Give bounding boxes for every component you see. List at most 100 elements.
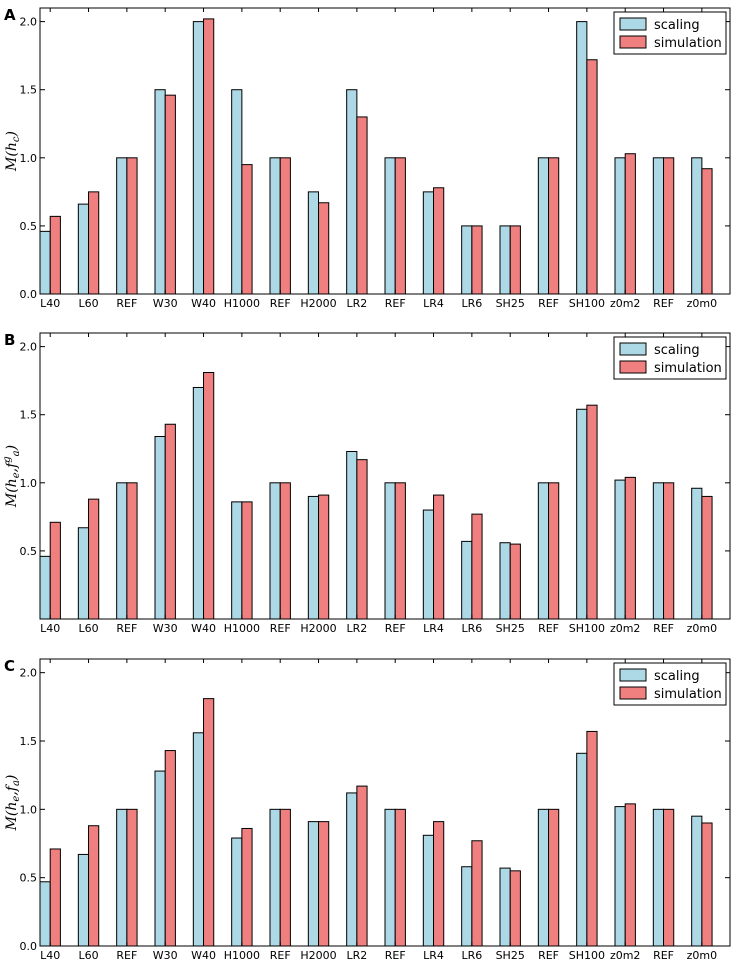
x-tick-label: H2000: [300, 297, 336, 310]
bar-simulation-5: [241, 164, 253, 295]
bar-simulation-17: [701, 495, 713, 620]
x-tick-label: REF: [538, 949, 559, 961]
bar-simulation-2: [126, 157, 138, 295]
x-tick-label: SH100: [569, 622, 605, 635]
x-tick-label: L40: [40, 622, 60, 635]
y-tick-label: 1.5: [20, 409, 38, 422]
bar-scaling-9: [384, 482, 396, 620]
x-tick-label: LR4: [423, 297, 444, 310]
bar-scaling-6: [269, 482, 281, 620]
bar-simulation-17: [701, 822, 713, 947]
bar-simulation-4: [203, 18, 215, 295]
bar-scaling-15: [614, 806, 626, 947]
bar-simulation-0: [49, 215, 61, 295]
bar-simulation-2: [126, 808, 138, 947]
x-tick-label: z0m2: [610, 949, 641, 961]
y-tick-label: 1.0: [20, 803, 38, 816]
x-tick-label: REF: [653, 949, 674, 961]
x-tick-label: LR2: [346, 622, 367, 635]
legend-swatch-simulation: [619, 686, 647, 700]
bar-simulation-0: [49, 848, 61, 947]
legend-label-scaling: scaling: [654, 343, 700, 358]
legend-swatch-simulation: [619, 35, 647, 49]
x-tick-label: H1000: [224, 949, 260, 961]
bar-simulation-16: [663, 482, 675, 620]
bar-scaling-13: [537, 482, 550, 620]
bar-scaling-1: [77, 203, 90, 295]
x-tick-label: REF: [385, 622, 406, 635]
bar-simulation-4: [203, 698, 215, 947]
bar-simulation-14: [586, 404, 598, 620]
bar-simulation-11: [471, 225, 483, 295]
x-tick-label: H1000: [224, 622, 260, 635]
bar-scaling-12: [499, 867, 511, 947]
bar-simulation-12: [509, 225, 521, 295]
plot-frame: [39, 332, 731, 620]
bar-scaling-10: [422, 509, 435, 620]
bar-simulation-13: [548, 157, 560, 295]
x-tick-label: H1000: [224, 297, 260, 310]
bar-scaling-15: [614, 479, 626, 620]
bar-simulation-9: [394, 808, 406, 947]
bar-simulation-3: [164, 750, 176, 947]
y-tick-label: 1.0: [20, 152, 38, 165]
bar-scaling-5: [231, 837, 243, 947]
bar-scaling-4: [192, 21, 205, 295]
x-tick-label: SH25: [496, 622, 525, 635]
x-tick-label: W30: [153, 622, 178, 635]
x-tick-label: LR6: [461, 949, 482, 961]
legend-swatch-simulation: [619, 360, 647, 374]
bar-scaling-2: [116, 808, 128, 947]
bar-simulation-15: [624, 803, 636, 947]
panel-C: L40 L60 REF W30 W40 H1000 REF H2000 LR2 REF LR4 LR6…: [4, 657, 731, 961]
bar-simulation-16: [663, 808, 675, 947]
bar-simulation-7: [318, 821, 330, 947]
bar-simulation-14: [586, 59, 598, 295]
y-axis-label: M(he,fa): [4, 775, 22, 832]
bar-scaling-6: [269, 808, 281, 947]
bar-scaling-8: [346, 89, 358, 295]
bar-scaling-11: [461, 225, 473, 295]
x-tick-label: LR6: [461, 622, 482, 635]
bar-scaling-17: [691, 157, 703, 295]
bar-scaling-2: [116, 482, 128, 620]
x-tick-label: SH100: [569, 297, 605, 310]
legend-swatch-scaling: [619, 668, 647, 682]
panel-label: A: [4, 6, 16, 24]
x-tick-label: W40: [191, 297, 216, 310]
bar-simulation-9: [394, 157, 406, 295]
bar-simulation-17: [701, 168, 713, 295]
x-tick-label: REF: [385, 949, 406, 961]
x-tick-label: W30: [153, 949, 178, 961]
bar-scaling-17: [691, 487, 703, 620]
x-tick-label: L60: [78, 949, 98, 961]
y-tick-label: 1.5: [20, 735, 38, 748]
x-tick-label: SH25: [496, 297, 525, 310]
bar-simulation-6: [279, 808, 291, 947]
x-tick-label: L40: [40, 949, 60, 961]
x-tick-label: REF: [270, 297, 291, 310]
bar-simulation-6: [279, 157, 291, 295]
bar-scaling-7: [307, 821, 320, 947]
bar-scaling-14: [576, 752, 588, 947]
bar-simulation-10: [433, 187, 445, 295]
x-tick-label: REF: [270, 622, 291, 635]
x-tick-label: L40: [40, 297, 60, 310]
y-tick-label: 0.5: [20, 872, 38, 885]
bar-simulation-7: [318, 202, 330, 295]
bar-scaling-14: [576, 21, 588, 295]
bar-scaling-11: [461, 540, 473, 620]
bar-scaling-0: [39, 555, 51, 620]
bar-simulation-13: [548, 482, 560, 620]
bar-simulation-4: [203, 372, 215, 620]
x-tick-label: z0m0: [687, 622, 718, 635]
bar-scaling-17: [691, 815, 703, 947]
legend-label-simulation: simulation: [654, 361, 722, 376]
bar-scaling-8: [346, 450, 358, 620]
bar-simulation-7: [318, 494, 330, 620]
bar-simulation-15: [624, 153, 636, 295]
bar-simulation-9: [394, 482, 406, 620]
bar-simulation-8: [356, 116, 368, 295]
bar-scaling-1: [77, 853, 90, 947]
